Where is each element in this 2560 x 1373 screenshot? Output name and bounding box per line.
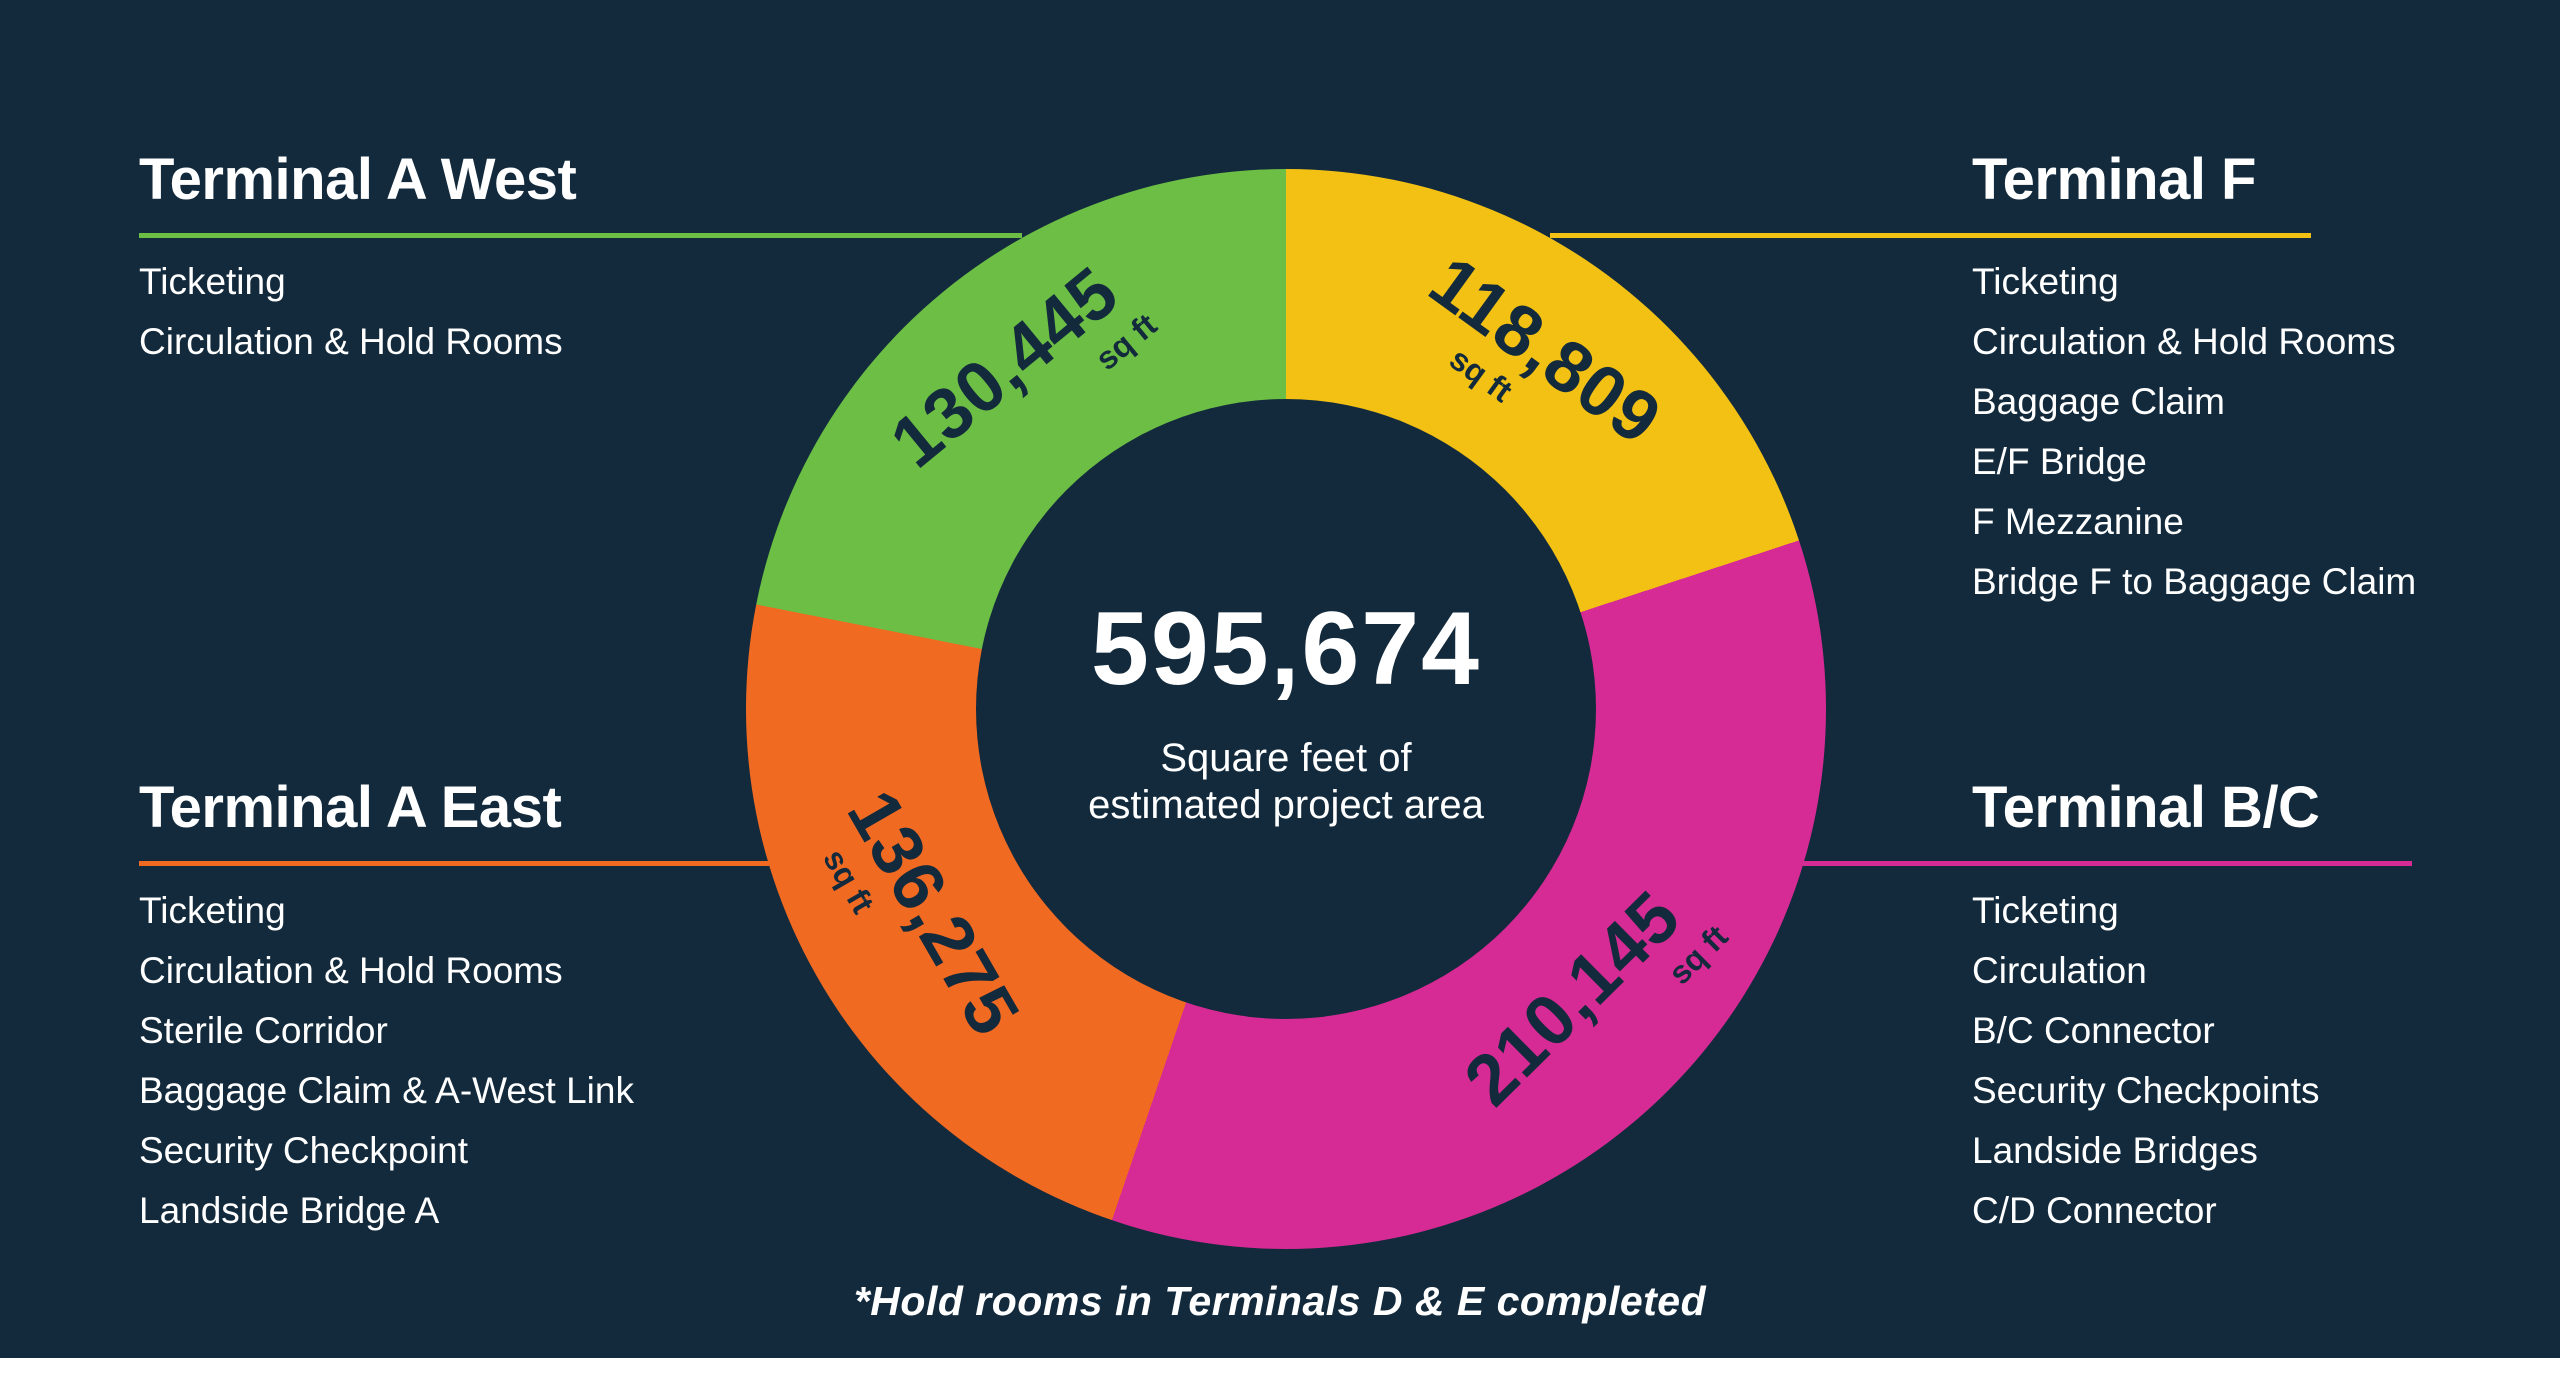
list-item: Sterile Corridor [139, 1010, 388, 1051]
panel-title-terminal-b-c: Terminal B/C [1972, 775, 2320, 840]
list-item: Circulation & Hold Rooms [139, 321, 563, 362]
list-item: Circulation [1972, 950, 2147, 991]
accent-line-terminal-b-c [1803, 861, 2412, 866]
list-item: Ticketing [1972, 261, 2119, 302]
list-item: Ticketing [139, 261, 286, 302]
panel-title-terminal-f: Terminal F [1972, 147, 2256, 212]
list-item: F Mezzanine [1972, 501, 2184, 542]
list-item: Landside Bridges [1972, 1130, 2258, 1171]
donut-chart: 595,674 Square feet of estimated project… [746, 169, 1826, 1249]
list-item: Baggage Claim [1972, 381, 2225, 422]
bottom-strip [0, 1358, 2560, 1373]
list-item: Ticketing [139, 890, 286, 931]
accent-line-terminal-f [1550, 233, 2311, 238]
accent-line-terminal-a-west [139, 233, 1022, 238]
list-item: B/C Connector [1972, 1010, 2215, 1051]
chart-total: 595,674 [1091, 590, 1481, 707]
chart-caption-line2: estimated project area [1088, 782, 1484, 827]
list-item: Security Checkpoints [1972, 1070, 2320, 1111]
chart-caption: Square feet of estimated project area [1088, 735, 1484, 829]
list-item: E/F Bridge [1972, 441, 2147, 482]
panel-title-terminal-a-west: Terminal A West [139, 147, 577, 212]
list-item: C/D Connector [1972, 1190, 2217, 1231]
terminal-f-list: Ticketing Circulation & Hold Rooms Bagga… [1972, 252, 2416, 612]
terminal-b-c-list: Ticketing Circulation B/C Connector Secu… [1972, 881, 2320, 1241]
terminal-a-west-list: Ticketing Circulation & Hold Rooms [139, 252, 563, 372]
list-item: Landside Bridge A [139, 1190, 440, 1231]
chart-caption-line1: Square feet of [1160, 735, 1412, 780]
list-item: Baggage Claim & A-West Link [139, 1070, 634, 1111]
accent-line-terminal-a-east [139, 861, 769, 866]
list-item: Bridge F to Baggage Claim [1972, 561, 2417, 602]
list-item: Security Checkpoint [139, 1130, 469, 1171]
footnote: *Hold rooms in Terminals D & E completed [853, 1278, 1707, 1324]
list-item: Circulation & Hold Rooms [1972, 321, 2396, 362]
donut-center: 595,674 Square feet of estimated project… [976, 399, 1596, 1019]
list-item: Circulation & Hold Rooms [139, 950, 563, 991]
panel-title-terminal-a-east: Terminal A East [139, 775, 562, 840]
terminal-a-east-list: Ticketing Circulation & Hold Rooms Steri… [139, 881, 634, 1241]
list-item: Ticketing [1972, 890, 2119, 931]
